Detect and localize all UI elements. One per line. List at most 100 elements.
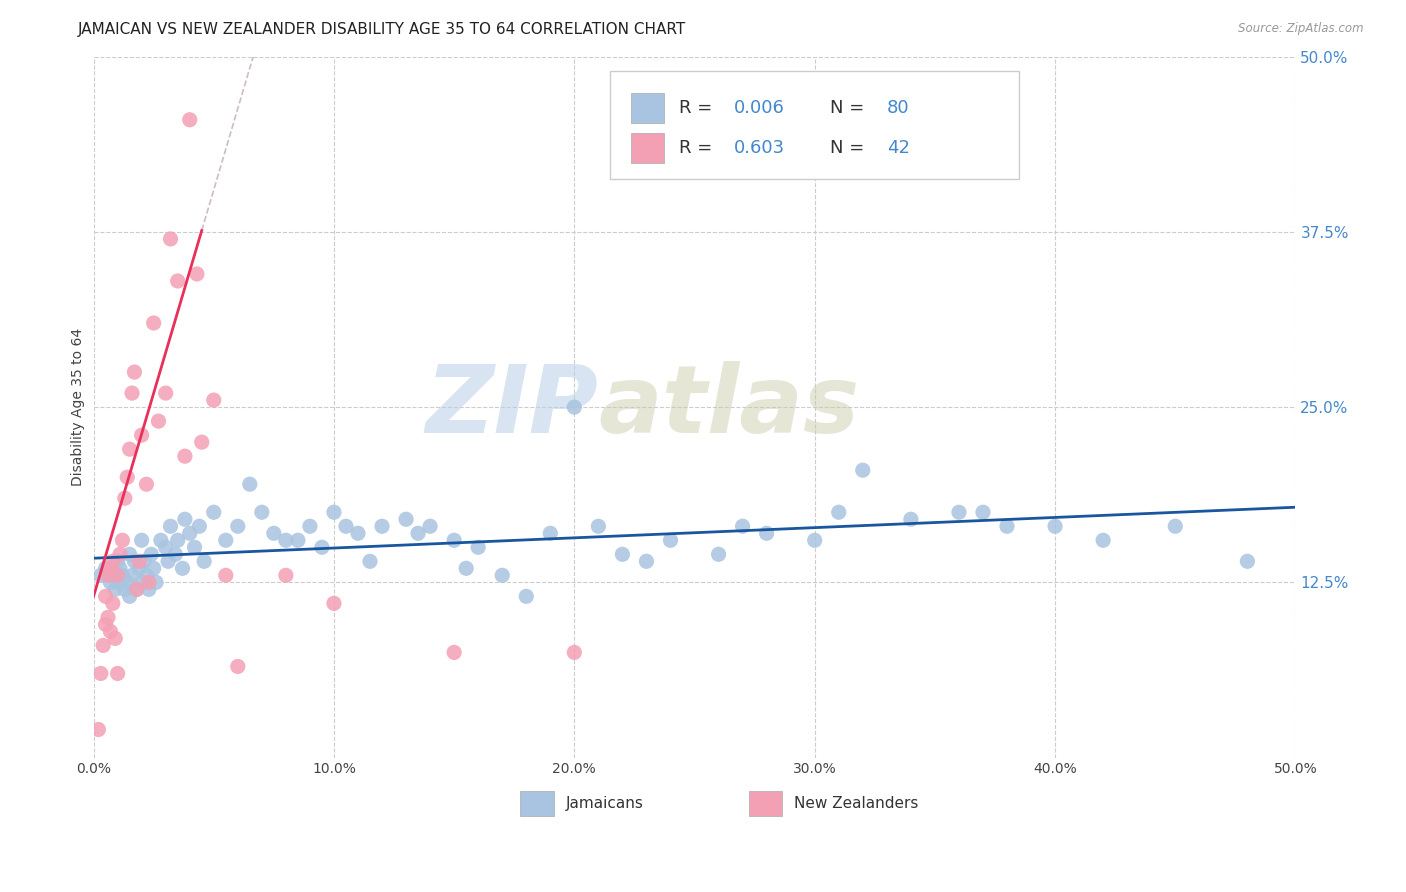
Point (100, 575, 122, 590)
Point (101, 554, 124, 568)
Point (707, 547, 730, 561)
Point (188, 519, 211, 533)
Point (174, 449, 197, 463)
Point (128, 554, 150, 568)
Point (323, 596, 346, 610)
Point (443, 533, 465, 548)
FancyBboxPatch shape (610, 70, 1019, 179)
Text: ZIP: ZIP (426, 361, 599, 453)
Point (263, 526, 285, 541)
Point (138, 582, 160, 597)
Text: R =: R = (679, 99, 718, 117)
Point (118, 547, 141, 561)
Point (121, 568, 143, 582)
Point (141, 547, 163, 561)
Point (226, 659, 249, 673)
Point (995, 519, 1018, 533)
Point (125, 582, 148, 597)
Point (104, 582, 127, 597)
Point (104, 632, 127, 646)
Point (159, 519, 181, 533)
Point (114, 491, 136, 506)
Point (111, 568, 134, 582)
Point (115, 575, 138, 590)
Text: Source: ZipAtlas.com: Source: ZipAtlas.com (1239, 22, 1364, 36)
Point (135, 477, 157, 491)
Point (131, 533, 153, 548)
Point (287, 533, 309, 548)
Point (1164, 519, 1187, 533)
Bar (520, 791, 554, 815)
Text: New Zealanders: New Zealanders (794, 796, 918, 811)
Point (157, 554, 180, 568)
Text: 80: 80 (887, 99, 910, 117)
Point (1236, 554, 1258, 568)
Text: 0.006: 0.006 (734, 99, 785, 117)
Point (90, 568, 112, 582)
Point (135, 568, 157, 582)
Point (755, 526, 778, 541)
Point (149, 533, 172, 548)
Point (97, 568, 120, 582)
Point (371, 519, 394, 533)
Point (148, 414, 170, 428)
Point (131, 575, 153, 590)
Point (803, 533, 825, 548)
Point (107, 575, 129, 590)
Point (107, 568, 129, 582)
Point (94, 561, 117, 575)
Point (90, 666, 112, 681)
Point (1043, 519, 1066, 533)
Point (101, 568, 124, 582)
Point (215, 568, 238, 582)
Bar (748, 791, 782, 815)
Point (636, 554, 658, 568)
Point (226, 519, 249, 533)
Point (467, 541, 489, 555)
Point (443, 645, 465, 659)
Bar (631, 133, 665, 162)
Text: N =: N = (831, 99, 870, 117)
Point (852, 463, 875, 477)
Point (588, 519, 610, 533)
Point (491, 568, 513, 582)
Point (972, 505, 994, 519)
Point (323, 505, 346, 519)
Point (311, 541, 333, 555)
Point (142, 561, 165, 575)
Point (456, 561, 478, 575)
Point (1092, 533, 1115, 548)
Point (562, 645, 585, 659)
Bar (631, 93, 665, 122)
Point (900, 512, 922, 526)
Point (172, 561, 194, 575)
Point (155, 386, 177, 401)
Point (155, 541, 177, 555)
Point (111, 533, 134, 548)
Point (183, 541, 205, 555)
Point (193, 554, 215, 568)
Point (347, 526, 370, 541)
Point (186, 267, 208, 281)
Point (91, 639, 114, 653)
Point (190, 435, 212, 450)
Point (118, 442, 141, 457)
Point (165, 547, 187, 561)
Text: N =: N = (831, 139, 870, 157)
Point (145, 575, 167, 590)
Point (114, 582, 136, 597)
Point (101, 596, 124, 610)
Point (274, 533, 297, 548)
Point (359, 554, 381, 568)
Point (659, 533, 682, 548)
Text: R =: R = (679, 139, 718, 157)
Point (159, 232, 181, 246)
Text: Jamaicans: Jamaicans (565, 796, 644, 811)
Y-axis label: Disability Age 35 to 64: Disability Age 35 to 64 (72, 328, 86, 486)
Point (179, 112, 201, 127)
Point (250, 505, 273, 519)
Point (142, 316, 165, 330)
Point (395, 512, 418, 526)
Point (94, 590, 117, 604)
Point (828, 505, 851, 519)
